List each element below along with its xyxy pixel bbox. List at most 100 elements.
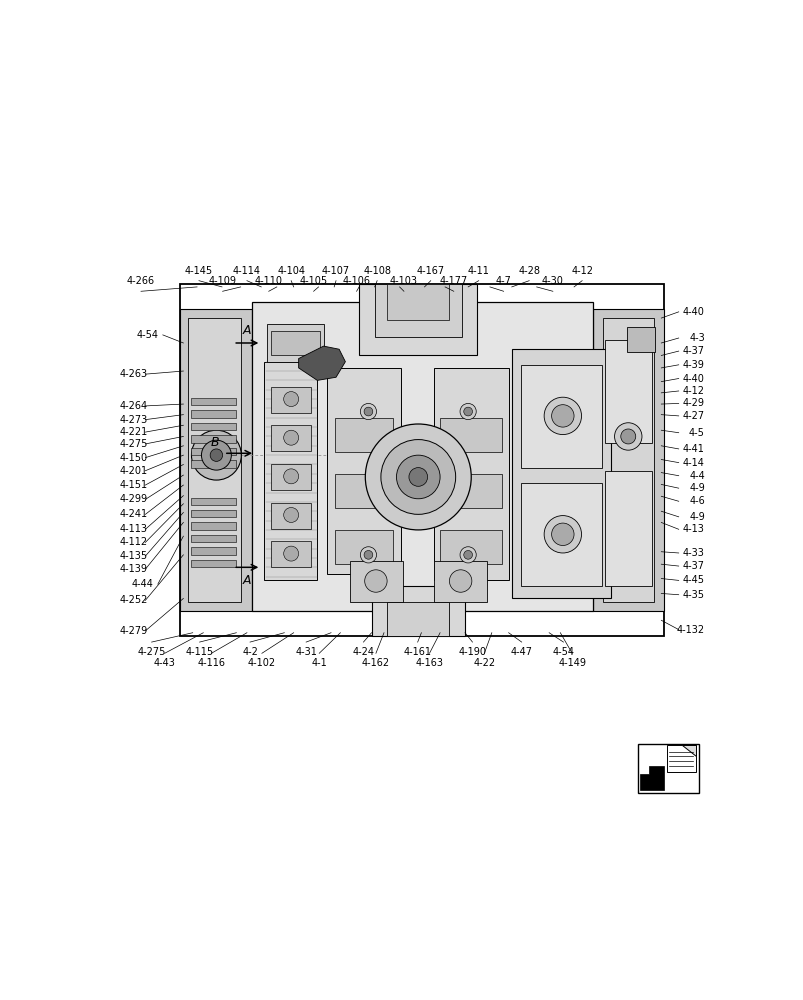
FancyBboxPatch shape xyxy=(191,560,236,567)
Text: 4-7: 4-7 xyxy=(495,276,511,286)
Text: 4-190: 4-190 xyxy=(458,647,486,657)
Text: 4-40: 4-40 xyxy=(683,374,704,384)
FancyBboxPatch shape xyxy=(271,425,311,451)
Polygon shape xyxy=(298,346,345,380)
FancyBboxPatch shape xyxy=(626,327,654,352)
Circle shape xyxy=(459,547,475,563)
Circle shape xyxy=(202,440,231,470)
Text: 4-103: 4-103 xyxy=(389,276,418,286)
Text: 4-1: 4-1 xyxy=(311,658,327,668)
Text: 4-33: 4-33 xyxy=(683,548,704,558)
Text: 4-221: 4-221 xyxy=(119,427,147,437)
Text: 4-113: 4-113 xyxy=(119,524,147,534)
Text: 4-150: 4-150 xyxy=(119,453,147,463)
Text: 4-102: 4-102 xyxy=(247,658,275,668)
Text: 4-162: 4-162 xyxy=(361,658,389,668)
Text: 4-13: 4-13 xyxy=(683,524,704,534)
Circle shape xyxy=(463,550,472,559)
Text: A: A xyxy=(243,574,251,587)
Circle shape xyxy=(283,392,298,407)
Circle shape xyxy=(283,469,298,484)
FancyBboxPatch shape xyxy=(439,530,502,564)
Text: 4-39: 4-39 xyxy=(683,360,704,370)
Text: 4-105: 4-105 xyxy=(300,276,328,286)
Circle shape xyxy=(365,424,471,530)
FancyBboxPatch shape xyxy=(267,324,323,362)
Circle shape xyxy=(449,570,471,592)
FancyBboxPatch shape xyxy=(188,318,241,602)
FancyBboxPatch shape xyxy=(520,483,601,586)
Text: 4-44: 4-44 xyxy=(132,579,153,589)
FancyBboxPatch shape xyxy=(271,503,311,529)
FancyBboxPatch shape xyxy=(602,318,654,602)
FancyBboxPatch shape xyxy=(592,309,663,611)
Circle shape xyxy=(463,407,472,416)
Circle shape xyxy=(360,403,376,420)
Text: 4-45: 4-45 xyxy=(682,575,704,585)
Circle shape xyxy=(283,507,298,522)
Circle shape xyxy=(459,403,475,420)
Text: 4-27: 4-27 xyxy=(682,411,704,421)
FancyBboxPatch shape xyxy=(434,368,508,580)
Text: 4-3: 4-3 xyxy=(688,333,704,343)
Text: 4-109: 4-109 xyxy=(208,276,236,286)
Text: B: B xyxy=(210,436,219,449)
Text: 4-54: 4-54 xyxy=(137,330,158,340)
FancyBboxPatch shape xyxy=(387,602,449,636)
Text: 4-151: 4-151 xyxy=(119,480,147,490)
Text: 4-114: 4-114 xyxy=(233,266,261,276)
Text: 4-115: 4-115 xyxy=(185,647,214,657)
FancyBboxPatch shape xyxy=(191,448,236,455)
Text: 4-54: 4-54 xyxy=(552,647,574,657)
FancyBboxPatch shape xyxy=(271,387,311,413)
Text: 4-275: 4-275 xyxy=(119,439,148,449)
Text: 4-2: 4-2 xyxy=(242,647,258,657)
FancyBboxPatch shape xyxy=(191,435,236,443)
Text: 4-273: 4-273 xyxy=(119,415,147,425)
Text: 4-12: 4-12 xyxy=(682,386,704,396)
FancyBboxPatch shape xyxy=(349,561,402,602)
Text: 4-149: 4-149 xyxy=(557,658,585,668)
FancyBboxPatch shape xyxy=(271,464,311,490)
FancyBboxPatch shape xyxy=(180,284,663,636)
Text: 4-4: 4-4 xyxy=(688,471,704,481)
Text: 4-135: 4-135 xyxy=(119,551,147,561)
FancyBboxPatch shape xyxy=(180,309,251,611)
Text: 4-264: 4-264 xyxy=(119,401,147,411)
FancyBboxPatch shape xyxy=(191,460,236,468)
Text: 4-279: 4-279 xyxy=(119,626,147,636)
Text: 4-104: 4-104 xyxy=(277,266,305,276)
Text: 4-177: 4-177 xyxy=(439,276,467,286)
Circle shape xyxy=(544,516,581,553)
FancyBboxPatch shape xyxy=(605,471,651,586)
Text: 4-35: 4-35 xyxy=(682,590,704,600)
Text: 4-299: 4-299 xyxy=(119,494,147,504)
Text: 4-241: 4-241 xyxy=(119,509,147,519)
FancyBboxPatch shape xyxy=(334,418,393,452)
FancyBboxPatch shape xyxy=(271,331,320,355)
Text: 4-263: 4-263 xyxy=(119,369,147,379)
FancyBboxPatch shape xyxy=(439,474,502,508)
Text: 4-107: 4-107 xyxy=(321,266,349,276)
FancyBboxPatch shape xyxy=(512,349,610,598)
Text: 4-145: 4-145 xyxy=(185,266,213,276)
Text: 4-40: 4-40 xyxy=(683,307,704,317)
FancyBboxPatch shape xyxy=(520,365,601,468)
Text: 4-11: 4-11 xyxy=(467,266,489,276)
FancyBboxPatch shape xyxy=(191,522,236,530)
FancyBboxPatch shape xyxy=(371,586,464,636)
Text: 4-28: 4-28 xyxy=(518,266,540,276)
FancyBboxPatch shape xyxy=(191,498,236,505)
FancyBboxPatch shape xyxy=(251,302,592,611)
FancyBboxPatch shape xyxy=(637,744,698,793)
Text: 4-43: 4-43 xyxy=(153,658,175,668)
Circle shape xyxy=(283,546,298,561)
Circle shape xyxy=(613,423,641,450)
Text: 4-41: 4-41 xyxy=(683,444,704,454)
FancyBboxPatch shape xyxy=(334,474,393,508)
FancyBboxPatch shape xyxy=(439,418,502,452)
Text: 4-31: 4-31 xyxy=(295,647,316,657)
Circle shape xyxy=(210,449,222,461)
Text: 4-132: 4-132 xyxy=(676,625,704,635)
Circle shape xyxy=(360,547,376,563)
